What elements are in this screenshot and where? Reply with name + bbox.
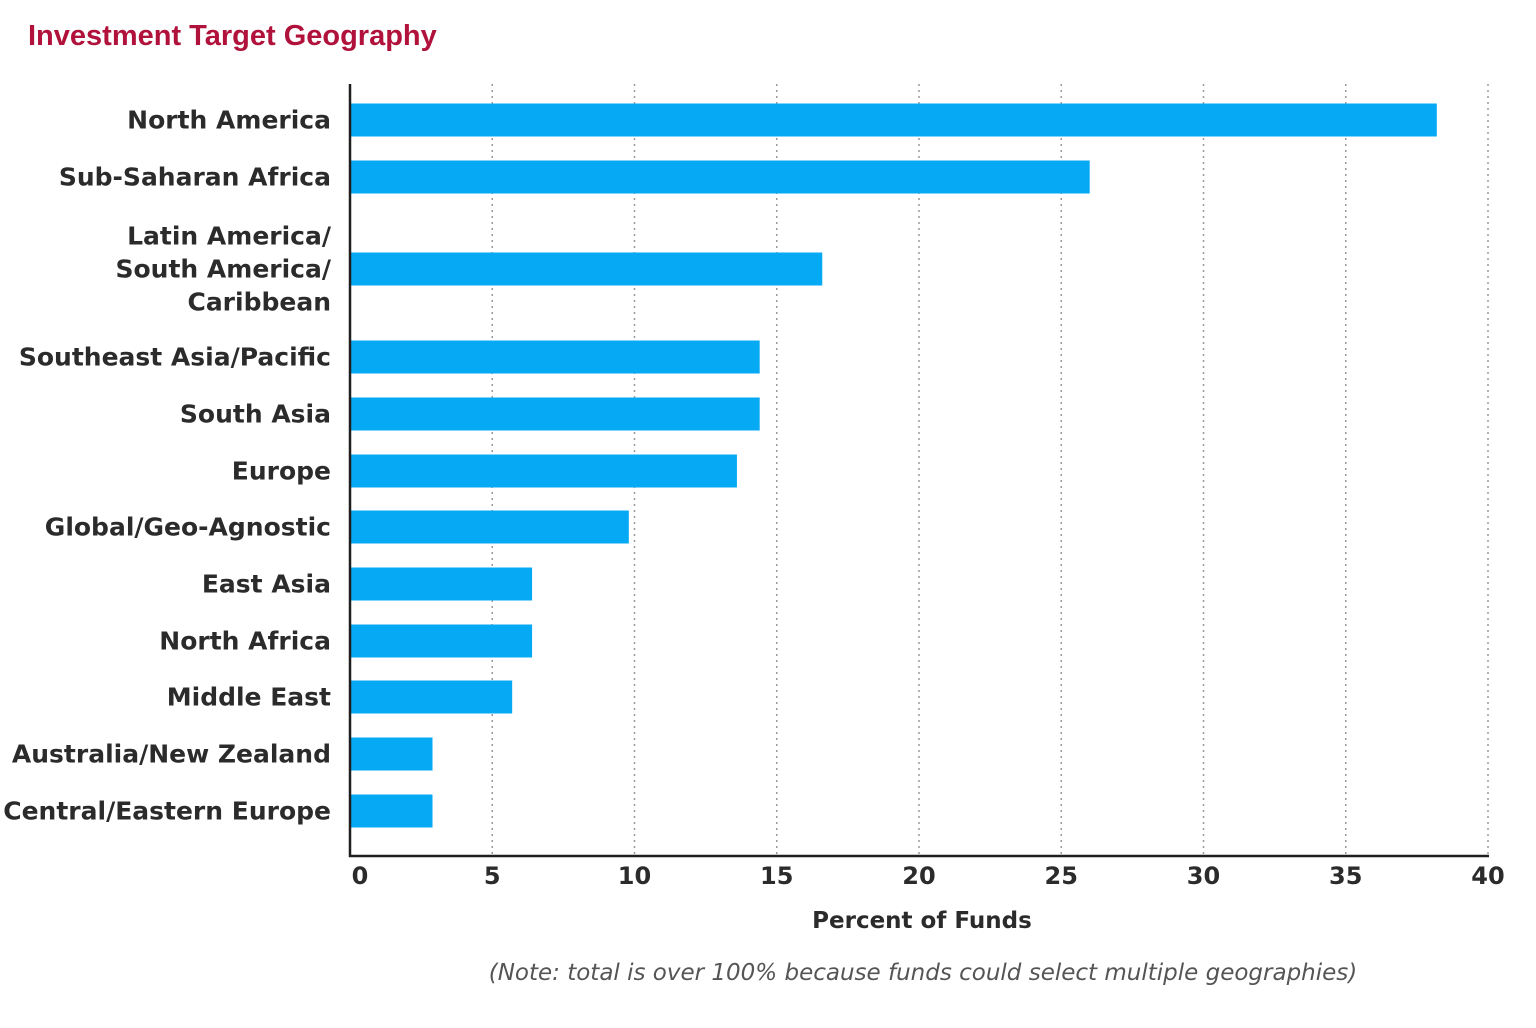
x-tick-label: 25	[1045, 862, 1078, 890]
x-tick-label: 0	[352, 862, 369, 890]
x-axis-title: Percent of Funds	[812, 908, 1032, 934]
category-label: South America/	[115, 255, 331, 284]
category-label: Central/Eastern Europe	[3, 797, 331, 826]
footnote: (Note: total is over 100% because funds …	[488, 960, 1358, 986]
bar	[350, 510, 629, 544]
category-label: North Africa	[159, 627, 331, 656]
x-tick-label: 40	[1471, 862, 1504, 890]
category-label: Caribbean	[187, 288, 331, 317]
category-label: South Asia	[180, 400, 331, 429]
category-label: Latin America/	[127, 222, 332, 251]
x-tick-label: 10	[618, 862, 651, 890]
bar	[350, 794, 433, 828]
x-tick-label: 30	[1187, 862, 1220, 890]
category-label: Australia/New Zealand	[12, 740, 331, 769]
category-label: Middle East	[167, 683, 331, 712]
x-tick-label: 5	[484, 862, 501, 890]
bar	[350, 454, 737, 488]
bar	[350, 624, 533, 658]
category-label: Europe	[232, 457, 331, 486]
x-tick-labels: 0 5 10 15 20 25 30 35 40	[352, 862, 1505, 890]
bars	[350, 103, 1437, 828]
category-label: Global/Geo-Agnostic	[45, 513, 331, 542]
category-labels: North America Sub-Saharan Africa Latin Ame…	[3, 106, 332, 826]
category-label: Southeast Asia/Pacific	[19, 343, 331, 372]
category-label: East Asia	[202, 570, 331, 599]
x-tick-label: 15	[760, 862, 793, 890]
bar	[350, 340, 760, 374]
chart-title: Investment Target Geography	[28, 20, 437, 52]
category-label: North America	[127, 106, 331, 135]
bar	[350, 567, 533, 601]
bar	[350, 737, 433, 771]
bar	[350, 680, 513, 714]
x-tick-label: 35	[1329, 862, 1362, 890]
bar	[350, 397, 760, 431]
bar	[350, 160, 1090, 194]
category-label: Sub-Saharan Africa	[59, 163, 331, 192]
bar	[350, 103, 1437, 137]
x-tick-label: 20	[902, 862, 935, 890]
bar	[350, 252, 823, 286]
